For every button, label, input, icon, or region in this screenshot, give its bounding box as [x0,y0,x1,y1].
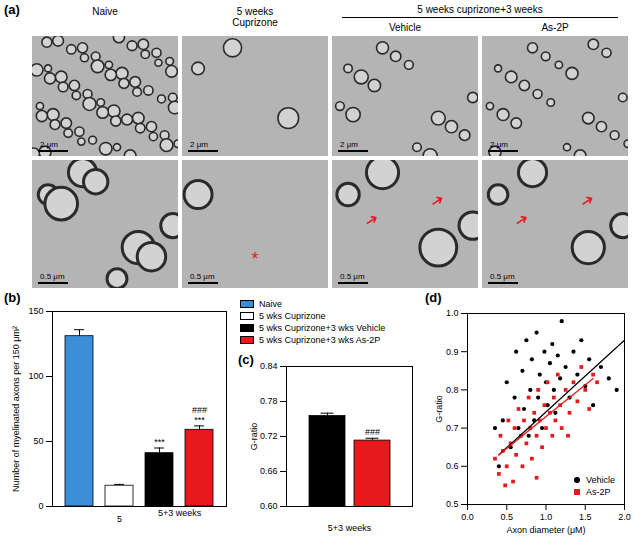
svg-text:2 μm: 2 μm [40,140,58,149]
svg-text:1.0: 1.0 [540,512,553,522]
svg-text:0.72: 0.72 [260,431,278,441]
svg-text:G-ratio: G-ratio [434,395,444,423]
svg-text:0.7: 0.7 [446,423,459,433]
svg-text:150: 150 [28,306,43,316]
svg-text:0.78: 0.78 [260,396,278,406]
svg-text:2 μm: 2 μm [190,140,208,149]
svg-text:0.9: 0.9 [446,347,459,357]
svg-text:0.8: 0.8 [446,385,459,395]
svg-text:0.5 μm: 0.5 μm [340,272,365,281]
html-text:(b): (b) [4,290,21,305]
svg-text:Axon diameter (μM): Axon diameter (μM) [506,525,585,535]
html-text:(d): (d) [425,290,442,305]
svg-text:0: 0 [38,501,43,511]
svg-text:5: 5 [117,514,122,524]
html-text:(c): (c) [238,352,254,367]
html-text:Vehicle: Vehicle [586,475,615,485]
svg-text:*: * [251,249,258,269]
svg-text:0.0: 0.0 [461,512,474,522]
svg-text:0.5: 0.5 [446,499,459,509]
svg-text:Number of myelinated axons per: Number of myelinated axons per 150 μm² [11,326,21,492]
svg-text:2.0: 2.0 [618,512,631,522]
svg-text:0.5 μm: 0.5 μm [40,272,65,281]
html-text:As-2P: As-2P [541,22,569,33]
svg-text:5+3 weeks: 5+3 weeks [328,523,372,533]
svg-text:0.5 μm: 0.5 μm [490,272,515,281]
html-text:5 weeks Cuprizone: 5 weeks Cuprizone [232,6,278,28]
html-text:5 wks Cuprizone: 5 wks Cuprizone [259,311,326,321]
svg-text:0.5 μm: 0.5 μm [190,272,215,281]
svg-text:0.84: 0.84 [260,361,278,371]
svg-text:1.5: 1.5 [579,512,592,522]
svg-text:50: 50 [33,436,43,446]
html-text:5 wks Cuprizone+3 wks As-2P: 5 wks Cuprizone+3 wks As-2P [259,335,381,345]
html-text:5 weeks cuprizone+3 weeks: 5 weeks cuprizone+3 weeks [417,4,543,15]
html-text:As-2P: As-2P [586,487,611,497]
html-text:(a): (a) [4,2,20,17]
svg-text:0.60: 0.60 [260,501,278,511]
svg-text:***: *** [154,437,165,447]
html-text:Vehicle: Vehicle [388,22,422,33]
svg-text:G-ratio: G-ratio [249,423,259,451]
svg-text:100: 100 [28,371,43,381]
svg-text:###: ### [192,405,207,415]
svg-text:2 μm: 2 μm [340,140,358,149]
svg-text:5+3 weeks: 5+3 weeks [158,508,202,518]
svg-text:###: ### [365,427,380,437]
svg-text:***: *** [194,415,205,425]
svg-text:1.0: 1.0 [446,308,459,318]
svg-text:2 μm: 2 μm [490,140,508,149]
svg-text:0.66: 0.66 [260,466,278,476]
html-text:Naive: Naive [259,299,282,309]
svg-text:0.5: 0.5 [500,512,513,522]
html-text:5 wks Cuprizone+3 wks Vehicle: 5 wks Cuprizone+3 wks Vehicle [259,323,386,333]
svg-text:0.6: 0.6 [446,461,459,471]
html-text:Naive: Naive [92,6,118,17]
